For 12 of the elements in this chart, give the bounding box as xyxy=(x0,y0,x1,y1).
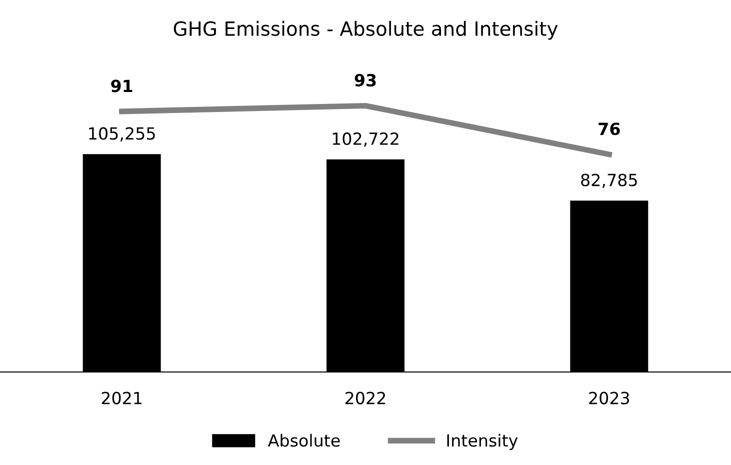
legend-label: Intensity xyxy=(447,434,518,450)
legend-label: Absolute xyxy=(268,434,340,447)
data-label: 76 xyxy=(598,122,620,136)
data-label: 91 xyxy=(111,80,132,92)
chart-title: GHG Emissions - Absolute and Intensity xyxy=(174,20,558,40)
data-label: 102,722 xyxy=(332,132,398,147)
x-tick-label: 2022 xyxy=(346,392,386,404)
data-label: 105,255 xyxy=(89,127,155,142)
data-label: 82,785 xyxy=(581,174,637,188)
x-tick-label: 2021 xyxy=(102,392,142,404)
data-label: 93 xyxy=(354,74,376,87)
x-tick-label: 2023 xyxy=(589,392,630,404)
